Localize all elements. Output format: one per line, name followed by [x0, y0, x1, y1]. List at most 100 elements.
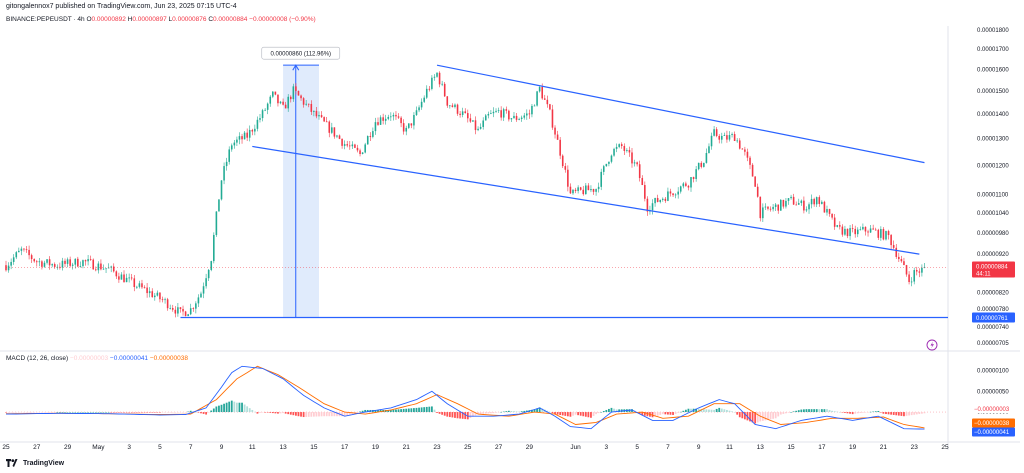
candle-body [654, 197, 656, 204]
candle [356, 144, 359, 153]
macd-histogram-bar [910, 412, 913, 416]
candle-body [395, 114, 397, 117]
macd-histogram-bar [130, 412, 133, 413]
candle [361, 152, 364, 155]
candle [756, 183, 759, 198]
candle-body [284, 104, 287, 109]
candle-body [664, 198, 667, 201]
candle-body [687, 185, 690, 188]
candle [520, 115, 523, 122]
candle [15, 251, 18, 260]
macd-histogram-bar [764, 412, 767, 421]
candle-body [105, 268, 107, 270]
macd-histogram-bar [359, 411, 361, 413]
candle-body [15, 252, 18, 258]
macd-histogram-bar [823, 409, 826, 413]
candle-body [428, 88, 431, 90]
candle [423, 95, 425, 103]
candle [449, 104, 451, 109]
candle [146, 283, 148, 298]
candle-body [223, 166, 225, 181]
candle [184, 310, 187, 317]
candle [266, 102, 269, 115]
candle [495, 108, 497, 113]
candle-body [392, 114, 395, 117]
candle-body [325, 121, 328, 123]
candle [274, 91, 277, 96]
candle-body [241, 136, 243, 140]
macd-histogram-bar [97, 412, 100, 413]
macd-histogram-bar [277, 412, 279, 414]
macd-histogram-bar [869, 411, 872, 413]
candle [880, 226, 882, 241]
candle [433, 74, 436, 81]
candle-body [151, 291, 154, 298]
macd-histogram-bar [874, 411, 877, 413]
footer-brand: TradingView [6, 459, 64, 467]
macd-histogram-bar [92, 412, 95, 413]
macd-histogram-bar [913, 412, 916, 415]
candle-body [197, 297, 200, 304]
macd-histogram-bar [420, 407, 423, 413]
candle [436, 72, 438, 78]
candle [182, 305, 184, 316]
candle-body [774, 204, 777, 207]
macd-histogram-bar [397, 409, 400, 413]
candle-body [880, 229, 882, 238]
macd-histogram-bar [25, 412, 28, 413]
macd-histogram-bar [708, 409, 710, 413]
candle [138, 280, 141, 289]
price-tick-label: 0.00001800 [977, 28, 1009, 34]
candle [118, 272, 120, 283]
macd-histogram-bar [546, 410, 549, 413]
macd-badge: −0.00000041 [972, 427, 1015, 437]
candle-body [890, 235, 892, 246]
candle-body [908, 274, 910, 283]
candle-body [443, 83, 446, 97]
macd-histogram-bar [551, 412, 554, 414]
candle [418, 105, 420, 113]
candle-body [831, 213, 833, 218]
macd-histogram-bar [533, 409, 536, 413]
candle [772, 203, 774, 212]
candle-body [620, 144, 623, 146]
candle [295, 83, 297, 95]
candle [818, 195, 821, 207]
candle [731, 132, 733, 138]
candle-body [310, 103, 313, 112]
candle [438, 71, 441, 88]
macd-histogram-bar [500, 411, 503, 413]
macd-histogram-bar [782, 412, 785, 414]
macd-histogram-bar [110, 412, 113, 413]
macd-histogram-bar [87, 412, 89, 413]
candle [238, 132, 241, 145]
candle [908, 271, 910, 285]
macd-value: −0.00000041 [109, 355, 149, 362]
macd-histogram-bar [464, 412, 467, 420]
macd-histogram-bar [736, 412, 739, 415]
candle-body [159, 292, 161, 300]
candle [526, 109, 528, 120]
candle-body [815, 197, 818, 205]
candle [482, 117, 484, 130]
candle [125, 273, 128, 283]
macd-badge-label: −0.00000041 [974, 430, 1010, 436]
macd-histogram-bar [844, 412, 846, 413]
candle-body [818, 197, 821, 204]
candle [33, 258, 36, 263]
macd-histogram-bar [767, 412, 769, 420]
macd-histogram-bar [292, 412, 295, 416]
candle-body [166, 299, 169, 309]
candle [451, 103, 454, 108]
macd-histogram-bar [430, 406, 433, 413]
macd-histogram-bar [300, 412, 302, 417]
macd-histogram-bar [243, 404, 246, 413]
candle [500, 106, 502, 121]
candle [53, 262, 56, 269]
candle [310, 100, 313, 115]
macd-histogram-bar [595, 412, 597, 415]
macd-histogram-bar [346, 412, 349, 416]
macd-histogram-bar [682, 410, 685, 413]
macd-histogram-bar [133, 412, 136, 413]
